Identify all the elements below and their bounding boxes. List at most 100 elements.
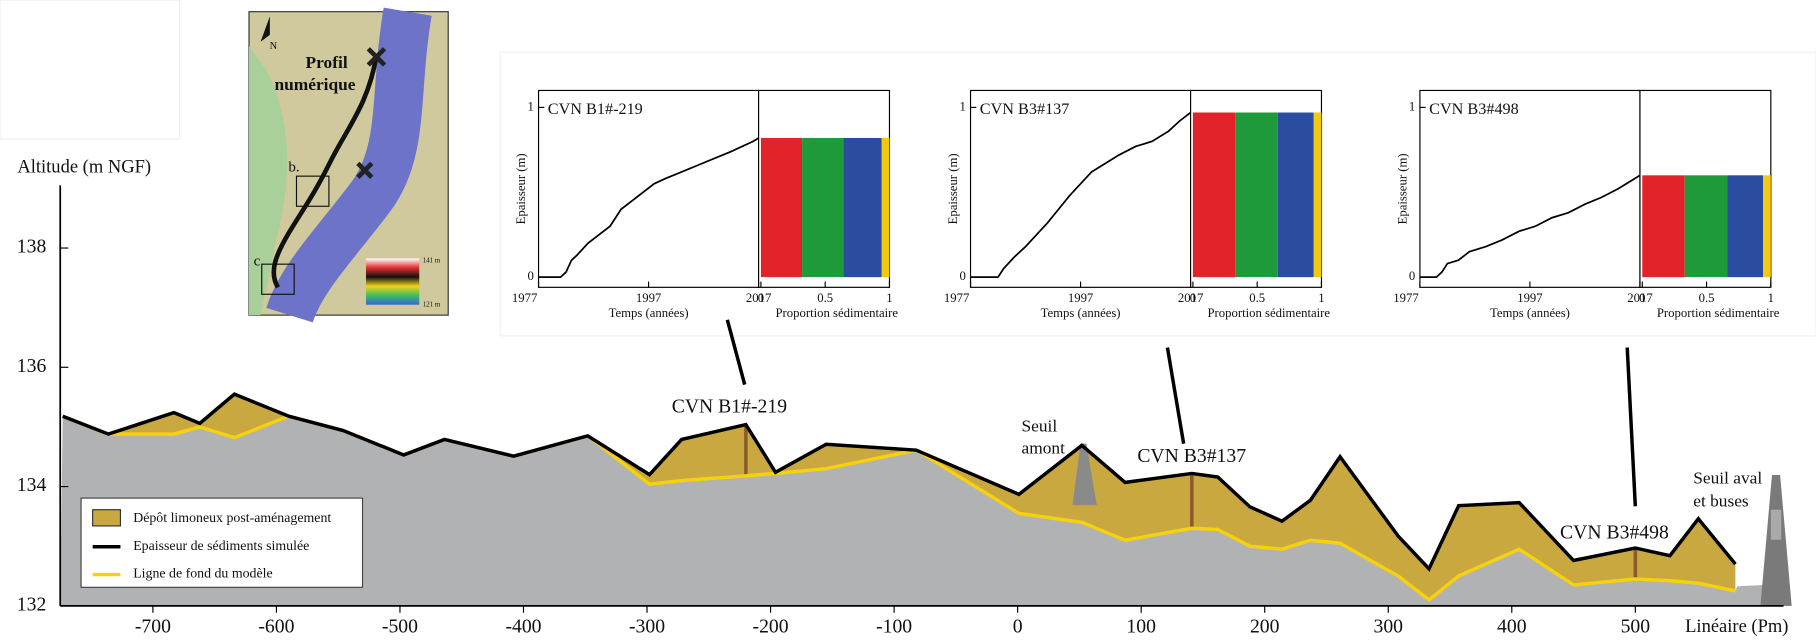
x-tick-label: 100 <box>1126 615 1156 637</box>
x-axis-title: Proportion sédimentaire <box>1207 306 1330 320</box>
core-title: CVN B1#-219 <box>548 100 643 118</box>
x-tick-label: -100 <box>876 615 912 637</box>
legend-label: Epaisseur de sédiments simulée <box>133 539 309 554</box>
proportion-segment <box>760 137 803 278</box>
x-tick-label: 400 <box>1497 615 1527 637</box>
annotation: amont <box>1022 438 1066 457</box>
map-profile <box>271 55 379 289</box>
x-axis-title: Temps (années) <box>609 306 689 320</box>
legend-box <box>80 497 364 588</box>
map-inset <box>248 7 449 324</box>
core-title: CVN B3#498 <box>1429 100 1519 118</box>
proportion-segment <box>881 137 890 278</box>
x-tick-label: 0 <box>1013 615 1023 637</box>
x-tick-label: -400 <box>505 615 541 637</box>
thickness-line <box>538 137 760 279</box>
y-axis-title: Epaisseur (m) <box>514 153 528 224</box>
weir-upstream <box>1072 443 1097 506</box>
x-tick-label: 0.5 <box>1249 291 1265 305</box>
x-tick-label: -500 <box>382 615 418 637</box>
map-label: c <box>254 253 261 269</box>
x-tick-label: 1 <box>886 291 892 305</box>
annotation: Seuil aval <box>1693 469 1762 488</box>
annotation: CVN B3#137 <box>1137 445 1246 467</box>
weir-downstream <box>1760 474 1792 606</box>
thickness-line <box>1419 174 1641 279</box>
x-tick-label: 2017 <box>746 291 771 305</box>
x-tick-label: 1 <box>1768 291 1774 305</box>
proportion-segment <box>1235 112 1278 278</box>
x-tick-label: 1997 <box>1068 291 1093 305</box>
y-tick-label: 132 <box>17 593 47 615</box>
scale-label: 141 m <box>423 256 441 264</box>
annotation: et buses <box>1693 492 1749 511</box>
x-tick-label: 0 <box>1639 291 1645 305</box>
x-tick-label: 1 <box>1318 291 1324 305</box>
proportion-segment <box>1727 175 1764 278</box>
map-title: Profil <box>306 53 348 72</box>
x-tick-label: 200 <box>1250 615 1280 637</box>
x-tick-label: 2017 <box>1178 291 1203 305</box>
y-tick-label: 134 <box>17 474 47 496</box>
map-box-c <box>261 263 295 295</box>
legend-label: Dépôt limoneux post-aménagement <box>133 511 331 526</box>
north-label: N <box>270 41 278 52</box>
annotation: CVN B1#-219 <box>672 395 787 417</box>
x-tick-label: 0.5 <box>1699 291 1715 305</box>
proportion-segment <box>802 137 844 278</box>
leader-line <box>725 319 1638 507</box>
x-tick-label: -200 <box>753 615 789 637</box>
scale-label: 121 m <box>423 300 441 308</box>
x-tick-label: 0 <box>1190 291 1196 305</box>
ground-area <box>60 416 1784 606</box>
x-tick-label: 1997 <box>1517 291 1542 305</box>
x-tick-label: 500 <box>1621 615 1651 637</box>
annotation: CVN B3#498 <box>1560 522 1669 544</box>
x-axis-title: Temps (années) <box>1490 306 1570 320</box>
faint-frame <box>0 0 181 140</box>
y-tick-label: 136 <box>17 355 47 377</box>
x-axis-title: Temps (années) <box>1041 306 1121 320</box>
y-tick-label: 0 <box>528 269 534 283</box>
x-tick-label: 1977 <box>512 291 537 305</box>
y-tick-label: 0 <box>1409 269 1415 283</box>
deposit-area <box>62 394 1736 600</box>
x-tick-label: 1977 <box>1393 291 1418 305</box>
x-tick-label: 1977 <box>944 291 969 305</box>
legend-swatch <box>92 509 122 527</box>
proportion-segment <box>1642 175 1685 278</box>
core-title: CVN B3#137 <box>980 100 1070 118</box>
proportion-segment <box>1313 112 1322 278</box>
x-axis-title: Linéaire (Pm) <box>1685 616 1788 637</box>
annotation: Seuil <box>1022 416 1058 435</box>
proportion-segment <box>1192 112 1236 278</box>
map-label: b. <box>288 159 299 175</box>
x-tick-label: -700 <box>135 615 171 637</box>
legend-label: Ligne de fond du modèle <box>133 567 272 582</box>
map-river <box>266 7 432 324</box>
y-tick-label: 1 <box>960 99 966 113</box>
x-tick-label: 0.5 <box>817 291 833 305</box>
x-tick-label: -600 <box>258 615 294 637</box>
y-tick-label: 138 <box>17 236 47 258</box>
panel <box>969 89 1192 288</box>
y-tick-label: 0 <box>960 269 966 283</box>
x-axis-title: Proportion sédimentaire <box>1657 306 1780 320</box>
x-tick-label: 1997 <box>636 291 661 305</box>
thickness-line <box>970 111 1192 279</box>
x-tick-label: 300 <box>1373 615 1403 637</box>
y-tick-label: 1 <box>528 99 534 113</box>
proportion-segment <box>1277 112 1314 278</box>
map-box-b <box>295 175 330 207</box>
proportion-segment <box>843 137 882 278</box>
map-title: numérique <box>275 75 356 94</box>
y-axis-title: Altitude (m NGF) <box>17 156 151 177</box>
weir-culvert <box>1770 509 1782 540</box>
x-tick-label: -300 <box>629 615 665 637</box>
x-tick-label: 2017 <box>1627 291 1652 305</box>
map-cross <box>356 47 387 179</box>
x-tick-label: 0 <box>758 291 764 305</box>
y-tick-label: 1 <box>1409 99 1415 113</box>
proportion-segment <box>1763 175 1771 278</box>
panel <box>1419 89 1641 288</box>
